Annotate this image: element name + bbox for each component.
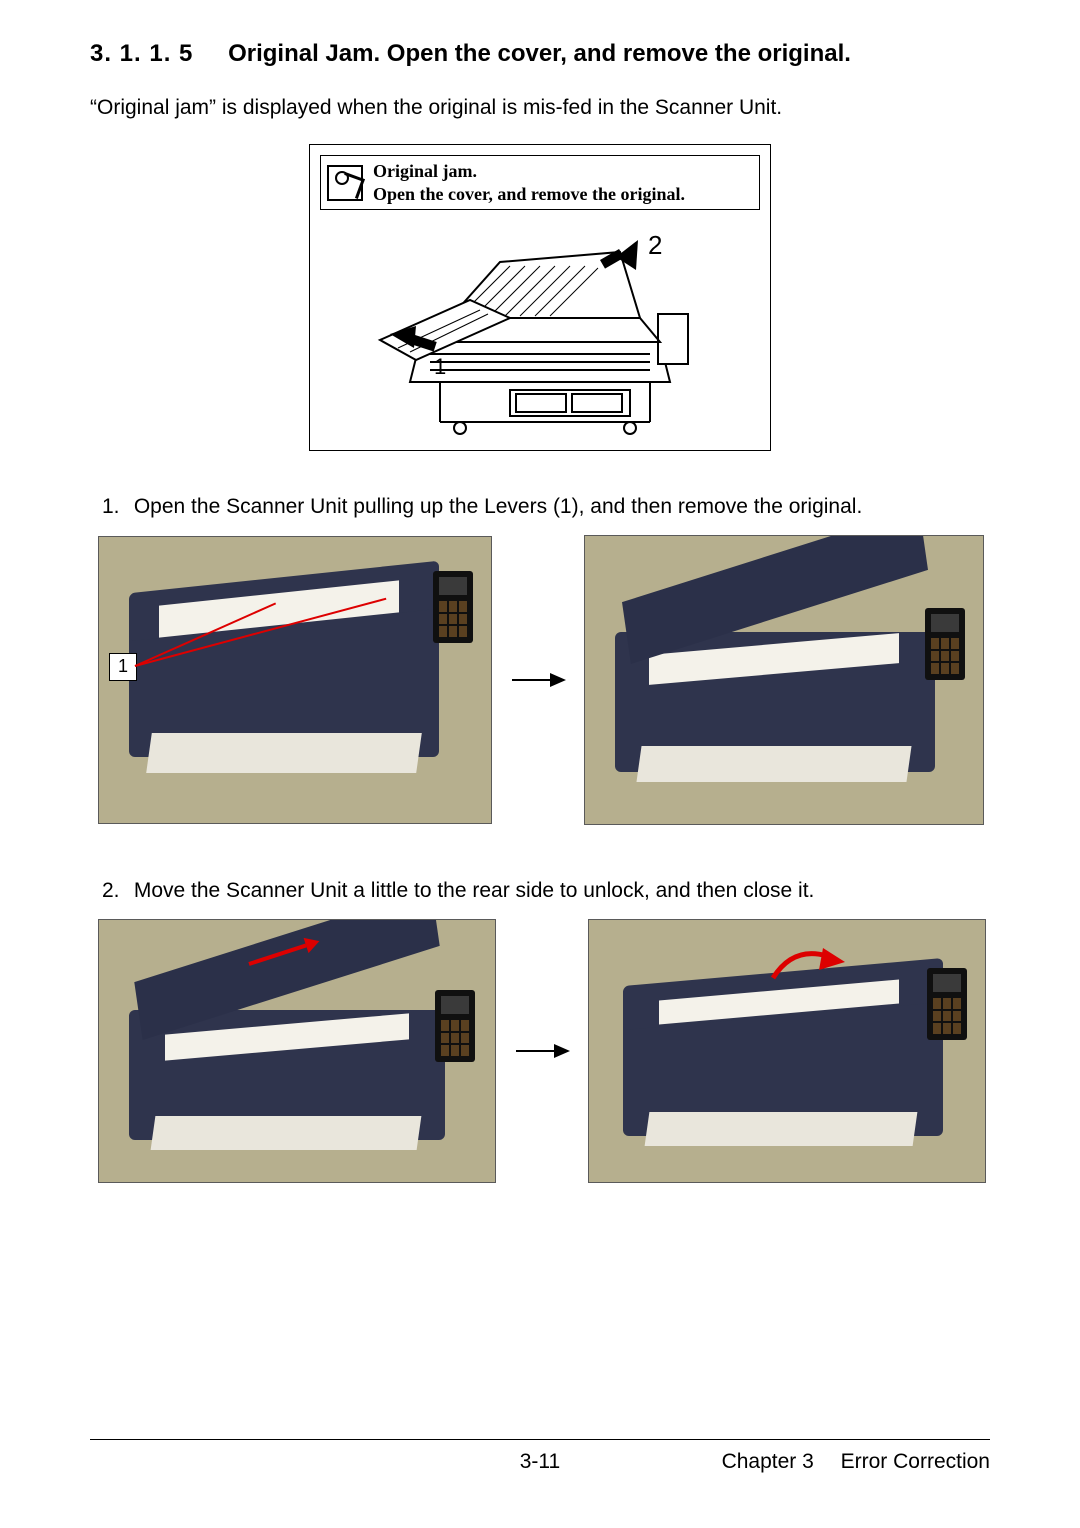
lcd-message: Original jam. Open the cover, and remove… [320, 155, 760, 210]
step-1-number: 1. [102, 495, 128, 519]
step-1: 1. Open the Scanner Unit pulling up the … [102, 495, 990, 519]
red-curve-arrow-icon [763, 938, 853, 998]
schematic-svg: 2 1 [320, 222, 760, 440]
section-heading: 3. 1. 1. 5 Original Jam. Open the cover,… [90, 40, 990, 68]
page-footer: 3-11 Chapter 3 Error Correction [90, 1439, 990, 1474]
jam-icon [327, 165, 363, 201]
step-2: 2. Move the Scanner Unit a little to the… [102, 879, 990, 903]
step-2-number: 2. [102, 879, 128, 903]
arrow-right-icon [510, 670, 566, 690]
heading-title: Original Jam. Open the cover, and remove… [228, 40, 851, 67]
printer-schematic: 2 1 [320, 222, 760, 440]
diagram-label-1: 1 [434, 354, 446, 379]
callout-1-box: 1 [109, 653, 137, 681]
diagram-wrap: Original jam. Open the cover, and remove… [90, 144, 990, 451]
lcd-line-2: Open the cover, and remove the original. [373, 183, 685, 206]
step-1-photos: 1 [90, 535, 990, 825]
heading-number: 3. 1. 1. 5 [90, 40, 193, 67]
step-1-text: Open the Scanner Unit pulling up the Lev… [134, 495, 862, 518]
intro-text: “Original jam” is displayed when the ori… [90, 96, 990, 120]
lcd-text: Original jam. Open the cover, and remove… [373, 160, 685, 205]
arrow-right-icon [514, 1041, 570, 1061]
step-2-photos [90, 919, 990, 1183]
footer-page-number: 3-11 [90, 1450, 990, 1474]
photo-2a [98, 919, 496, 1183]
lcd-line-1: Original jam. [373, 160, 685, 183]
diagram-label-2: 2 [648, 230, 662, 260]
photo-2b [588, 919, 986, 1183]
photo-1a: 1 [98, 536, 492, 824]
jam-diagram: Original jam. Open the cover, and remove… [309, 144, 771, 451]
photo-1b [584, 535, 984, 825]
step-2-text: Move the Scanner Unit a little to the re… [134, 879, 815, 902]
